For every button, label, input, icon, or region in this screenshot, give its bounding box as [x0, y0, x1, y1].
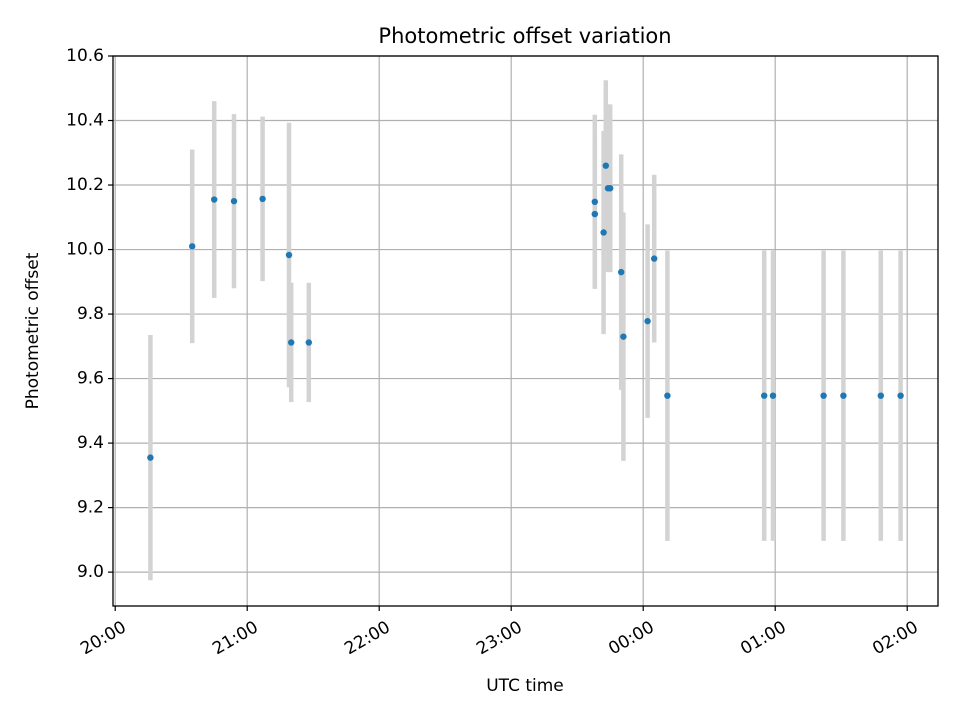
y-tick-label: 9.8	[77, 304, 104, 324]
y-axis: 9.0 9.2 9.4 9.6 9.8 10.0 10.2 10.4 10.6	[66, 46, 113, 582]
data-point	[305, 339, 312, 346]
data-point	[259, 195, 266, 203]
data-point	[591, 210, 598, 218]
data-point	[651, 255, 658, 262]
y-axis-label: Photometric offset	[23, 252, 43, 409]
y-tick-label: 9.6	[77, 369, 104, 389]
data-point	[877, 392, 884, 399]
data-point	[897, 392, 904, 399]
data-point	[602, 162, 609, 169]
data-point	[664, 392, 671, 399]
data-point	[618, 268, 625, 276]
data-point	[288, 339, 295, 346]
y-tick-label: 10.0	[66, 240, 104, 260]
y-tick-label: 9.4	[77, 433, 104, 453]
y-tick-label: 10.4	[66, 111, 104, 131]
data-point	[189, 243, 196, 250]
data-point	[840, 392, 847, 399]
data-point	[769, 392, 777, 399]
data-point	[600, 229, 607, 236]
y-tick-label: 10.2	[66, 175, 104, 195]
y-tick-label: 9.2	[77, 498, 104, 518]
data-point	[147, 454, 154, 461]
x-axis-label: UTC time	[486, 676, 564, 696]
chart-title: Photometric offset variation	[378, 24, 671, 48]
data-point	[591, 198, 598, 206]
y-tick-label: 10.6	[66, 46, 104, 66]
data-point	[761, 392, 768, 399]
data-point	[620, 333, 627, 340]
data-point	[820, 392, 827, 399]
data-point	[607, 185, 614, 192]
data-points	[147, 162, 904, 461]
plot-frame	[112, 55, 939, 607]
data-point	[230, 197, 238, 205]
data-point	[644, 317, 651, 325]
data-point	[285, 251, 293, 259]
data-point	[211, 196, 218, 203]
y-tick-label: 9.0	[77, 562, 104, 582]
